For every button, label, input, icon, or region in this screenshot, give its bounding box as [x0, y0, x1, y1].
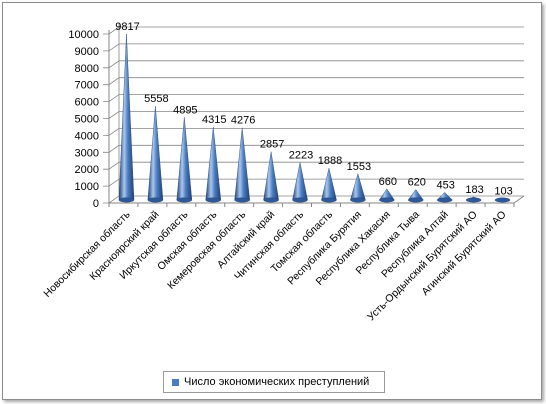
- bar-base: [234, 197, 250, 203]
- chart-frame: 0 1000 2000 3000 4000 5000 6000 7000 8000 9000 100…: [2, 2, 542, 400]
- bar-base: [292, 197, 308, 203]
- data-label: 103: [494, 185, 512, 197]
- y-tick-label: 6000: [75, 97, 99, 109]
- legend-swatch: [172, 378, 179, 386]
- data-label: 1888: [318, 155, 342, 167]
- axes: 0 1000 2000 3000 4000 5000 6000 7000 8000 9000 100…: [41, 23, 525, 323]
- data-label: 183: [465, 184, 483, 196]
- bar-base: [118, 197, 135, 203]
- data-label: 9817: [115, 21, 139, 33]
- gridline: [103, 26, 524, 35]
- bar-base: [321, 197, 337, 203]
- bar-cone: [234, 127, 250, 201]
- data-label: 620: [408, 177, 426, 189]
- data-label: 660: [379, 176, 397, 188]
- data-label: 1553: [347, 161, 371, 173]
- bar-base: [263, 197, 279, 203]
- bar-base: [176, 197, 193, 203]
- bar-base: [205, 197, 221, 203]
- legend: Число экономических преступлений: [163, 371, 385, 393]
- bar: [321, 168, 337, 203]
- bar-base: [379, 197, 395, 203]
- gridline: [103, 94, 524, 102]
- bar-cone: [263, 151, 279, 201]
- data-label: 5558: [144, 93, 168, 105]
- data-labels: 9817 5558 4895 4315 4276 2857 2223 1888 1553 660 6…: [115, 21, 512, 197]
- bar-base: [465, 197, 482, 203]
- y-tick-label: 7000: [75, 80, 99, 92]
- bar-cone: [292, 162, 308, 201]
- bar-base: [408, 197, 424, 203]
- legend-label: Число экономических преступлений: [184, 376, 370, 388]
- bar: [407, 189, 424, 203]
- bar-base: [494, 197, 511, 203]
- y-tick-label: 5000: [75, 114, 99, 126]
- bar: [234, 127, 250, 203]
- data-label: 4315: [202, 114, 226, 126]
- y-tick-label: 0: [93, 198, 99, 210]
- bar-cone: [205, 127, 221, 201]
- y-tick-label: 9000: [75, 46, 99, 58]
- cone-bar-chart: 0 1000 2000 3000 4000 5000 6000 7000 8000 9000 100…: [41, 21, 525, 323]
- y-tick-label: 2000: [75, 164, 99, 176]
- bar: [176, 117, 193, 203]
- y-tick-label: 4000: [75, 130, 99, 142]
- bar: [118, 34, 135, 203]
- y-tick-label: 10000: [68, 29, 99, 41]
- data-label: 453: [436, 179, 454, 191]
- gridlines: [103, 26, 524, 204]
- data-label: 4276: [231, 115, 255, 127]
- bar: [350, 173, 366, 203]
- bar: [292, 162, 308, 203]
- bar: [494, 197, 511, 203]
- gridline: [103, 128, 524, 136]
- bars: [118, 34, 511, 203]
- gridline: [103, 77, 524, 86]
- gridline: [103, 43, 524, 52]
- gridline: [103, 111, 524, 119]
- data-label: 2857: [260, 139, 284, 151]
- bar: [263, 151, 279, 203]
- x-axis-line: [109, 195, 525, 204]
- bar: [378, 188, 395, 203]
- bar-base: [350, 197, 366, 203]
- data-label: 4895: [173, 104, 197, 116]
- gridline: [103, 60, 524, 69]
- bar-cone: [321, 168, 337, 201]
- bar: [436, 192, 453, 203]
- bar: [205, 127, 221, 203]
- gridline: [103, 161, 524, 170]
- bar: [465, 196, 482, 203]
- bar-cone: [118, 34, 135, 201]
- data-label: 2223: [289, 149, 313, 161]
- gridline: [103, 195, 524, 204]
- bar-base: [436, 197, 453, 203]
- bar-cone: [176, 117, 193, 201]
- bar-base: [147, 197, 164, 203]
- y-tick-label: 3000: [75, 147, 99, 159]
- y-tick-label: 8000: [75, 63, 99, 75]
- bar-cone: [147, 106, 164, 201]
- gridline: [103, 144, 524, 153]
- bar-cone: [350, 173, 366, 201]
- bar: [147, 106, 164, 203]
- gridline: [103, 178, 524, 187]
- y-tick-label: 1000: [75, 181, 99, 193]
